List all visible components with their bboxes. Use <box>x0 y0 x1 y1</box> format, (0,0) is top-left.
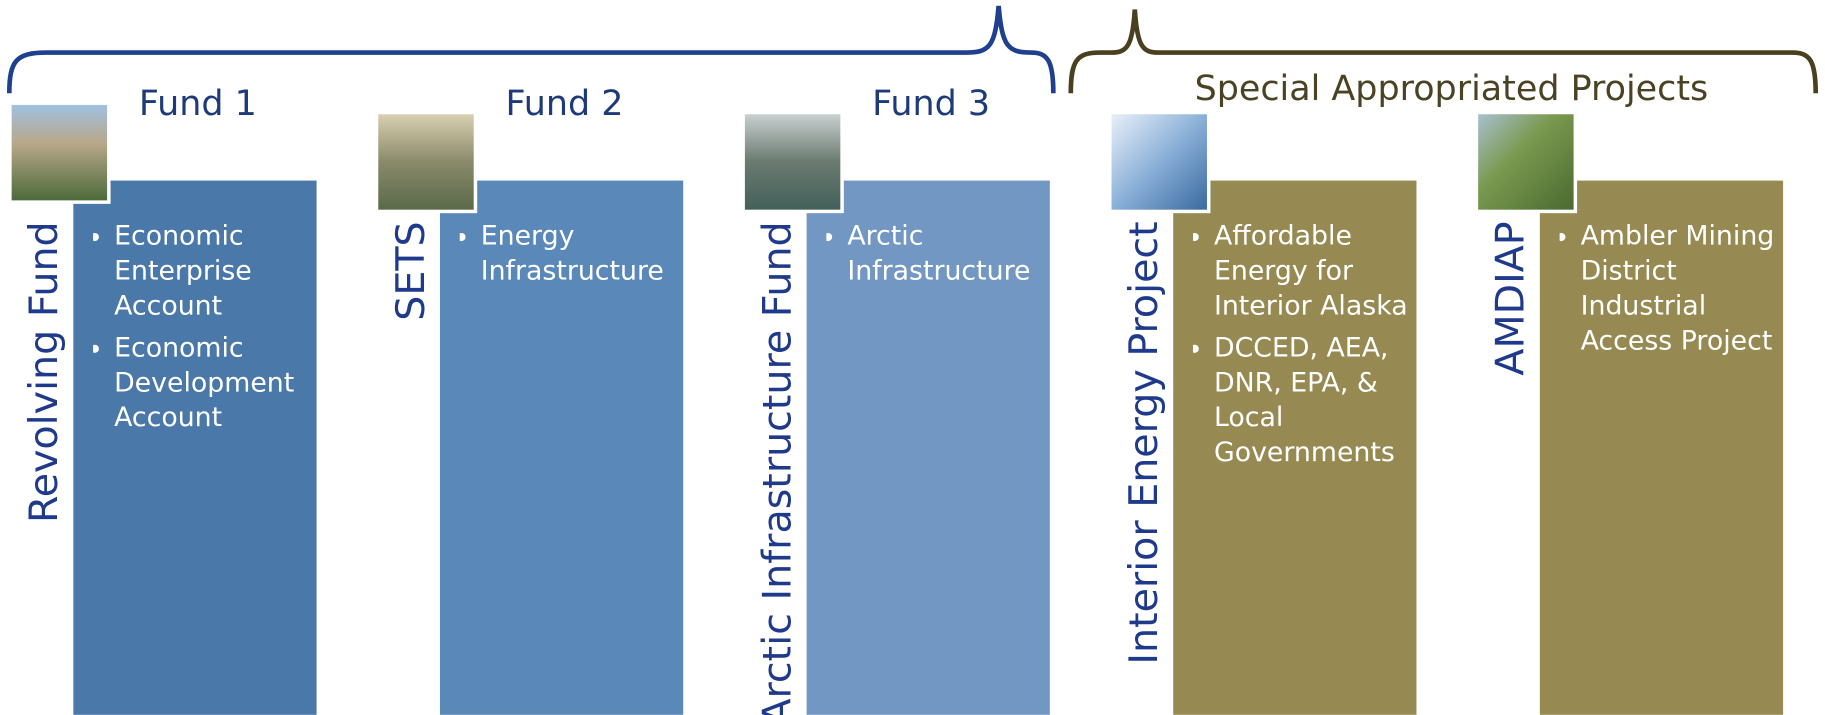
bullet-list: Energy Infrastructure <box>460 219 681 289</box>
column-heading: Fund 3 <box>872 84 990 124</box>
brace-funds <box>6 5 1056 94</box>
bullet-item: Economic Development Account <box>114 331 314 436</box>
column-name: AMDIAP <box>1488 221 1534 375</box>
bullet-box: Affordable Energy for Interior AlaskaDCC… <box>1193 219 1414 708</box>
column-panel <box>806 180 1050 715</box>
bullet-list: Affordable Energy for Interior AlaskaDCC… <box>1193 219 1414 470</box>
bullet-item: Economic Enterprise Account <box>114 219 314 324</box>
bullet-box: Arctic Infrastructure <box>826 219 1047 708</box>
bullet-item: DCCED, AEA, DNR, EPA, & Local Government… <box>1214 331 1414 471</box>
bullet-box: Ambler Mining District Industrial Access… <box>1560 219 1781 708</box>
thumbnail-photo <box>378 114 474 210</box>
column-name: Arctic Infrastructure Fund <box>754 221 800 715</box>
bullet-item: Affordable Energy for Interior Alaska <box>1214 219 1414 324</box>
special-heading: Special Appropriated Projects <box>1195 69 1709 109</box>
bullet-box: Economic Enterprise AccountEconomic Deve… <box>93 219 314 708</box>
column-panel <box>1173 180 1417 715</box>
column-heading: Fund 1 <box>139 84 257 124</box>
column-name: SETS <box>388 221 434 320</box>
column-name: Interior Energy Project <box>1121 221 1167 664</box>
bullet-list: Economic Enterprise AccountEconomic Deve… <box>93 219 314 435</box>
bullet-list: Arctic Infrastructure <box>826 219 1047 289</box>
bullet-item: Energy Infrastructure <box>481 219 681 289</box>
column-panel <box>73 180 317 715</box>
column-name: Revolving Fund <box>21 221 67 523</box>
bullet-list: Ambler Mining District Industrial Access… <box>1560 219 1781 359</box>
column-heading: Fund 2 <box>506 84 624 124</box>
thumbnail-photo <box>1111 114 1207 210</box>
bullet-item: Arctic Infrastructure <box>847 219 1047 289</box>
column-panel <box>1539 180 1784 715</box>
thumbnail-photo <box>1478 114 1574 210</box>
thumbnail-photo <box>11 104 108 201</box>
thumbnail-photo <box>744 114 841 210</box>
bullet-item: Ambler Mining District Industrial Access… <box>1581 219 1781 359</box>
brace-special <box>1068 9 1819 94</box>
bullet-box: Energy Infrastructure <box>460 219 681 708</box>
column-panel <box>439 180 684 715</box>
